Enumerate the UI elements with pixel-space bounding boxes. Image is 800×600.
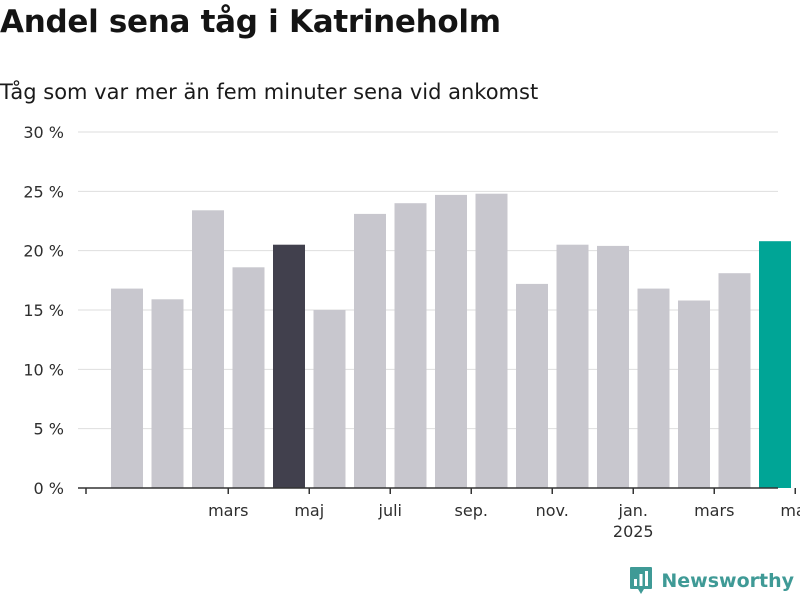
bar-2025-05 bbox=[759, 241, 791, 488]
x-axis bbox=[78, 487, 796, 494]
y-tick-label: 20 % bbox=[23, 242, 64, 261]
bar-2024-01 bbox=[111, 288, 143, 488]
chart-subtitle: Tåg som var mer än fem minuter sena vid … bbox=[0, 80, 539, 104]
bar-2024-10 bbox=[475, 193, 508, 488]
bar-2025-02 bbox=[637, 288, 670, 488]
bar-2024-04 bbox=[232, 267, 265, 488]
y-tick-label: 15 % bbox=[23, 301, 64, 320]
chart-title: Andel sena tåg i Katrineholm bbox=[0, 4, 501, 40]
bars bbox=[111, 193, 791, 489]
x-tick-label: maj bbox=[294, 501, 324, 520]
y-tick-label: 25 % bbox=[23, 182, 64, 201]
bar-2024-09 bbox=[435, 194, 467, 488]
x-axis-tick-labels: mars maj juli sep. nov. jan. 2025 mars maj bbox=[208, 501, 800, 541]
x-tick-label: maj bbox=[780, 501, 800, 520]
x-tick-label: juli bbox=[378, 501, 402, 520]
bar-2024-05 bbox=[273, 244, 305, 488]
bar-2025-04 bbox=[718, 273, 751, 488]
x-tick-label: mars bbox=[694, 501, 734, 520]
bar-2024-07 bbox=[354, 213, 386, 488]
brand-name: Newsworthy bbox=[661, 570, 794, 592]
y-tick-label: 5 % bbox=[34, 420, 64, 439]
y-tick-label: 0 % bbox=[34, 479, 64, 498]
bar-2024-12 bbox=[556, 244, 589, 488]
bar-2024-06 bbox=[313, 310, 346, 488]
bar-2025-01 bbox=[597, 245, 629, 488]
x-tick-label: sep. bbox=[455, 501, 488, 520]
newsworthy-brand: Newsworthy bbox=[629, 566, 794, 596]
y-tick-label: 30 % bbox=[23, 123, 64, 142]
bar-2025-03 bbox=[678, 300, 710, 488]
bar-2024-02 bbox=[151, 299, 184, 488]
bar-2024-08 bbox=[394, 203, 427, 488]
bar-2024-11 bbox=[516, 283, 548, 488]
x-tick-label: nov. bbox=[536, 501, 569, 520]
bar-2024-03 bbox=[192, 210, 224, 489]
bar-chart-logo-icon bbox=[630, 567, 653, 594]
x-tick-label: mars bbox=[208, 501, 248, 520]
x-tick-year-label: 2025 bbox=[613, 522, 654, 541]
x-tick-label: jan. bbox=[618, 501, 648, 520]
y-axis-tick-labels: 0 % 5 % 10 % 15 % 20 % 25 % 30 % bbox=[23, 123, 64, 498]
y-tick-label: 10 % bbox=[23, 360, 64, 379]
